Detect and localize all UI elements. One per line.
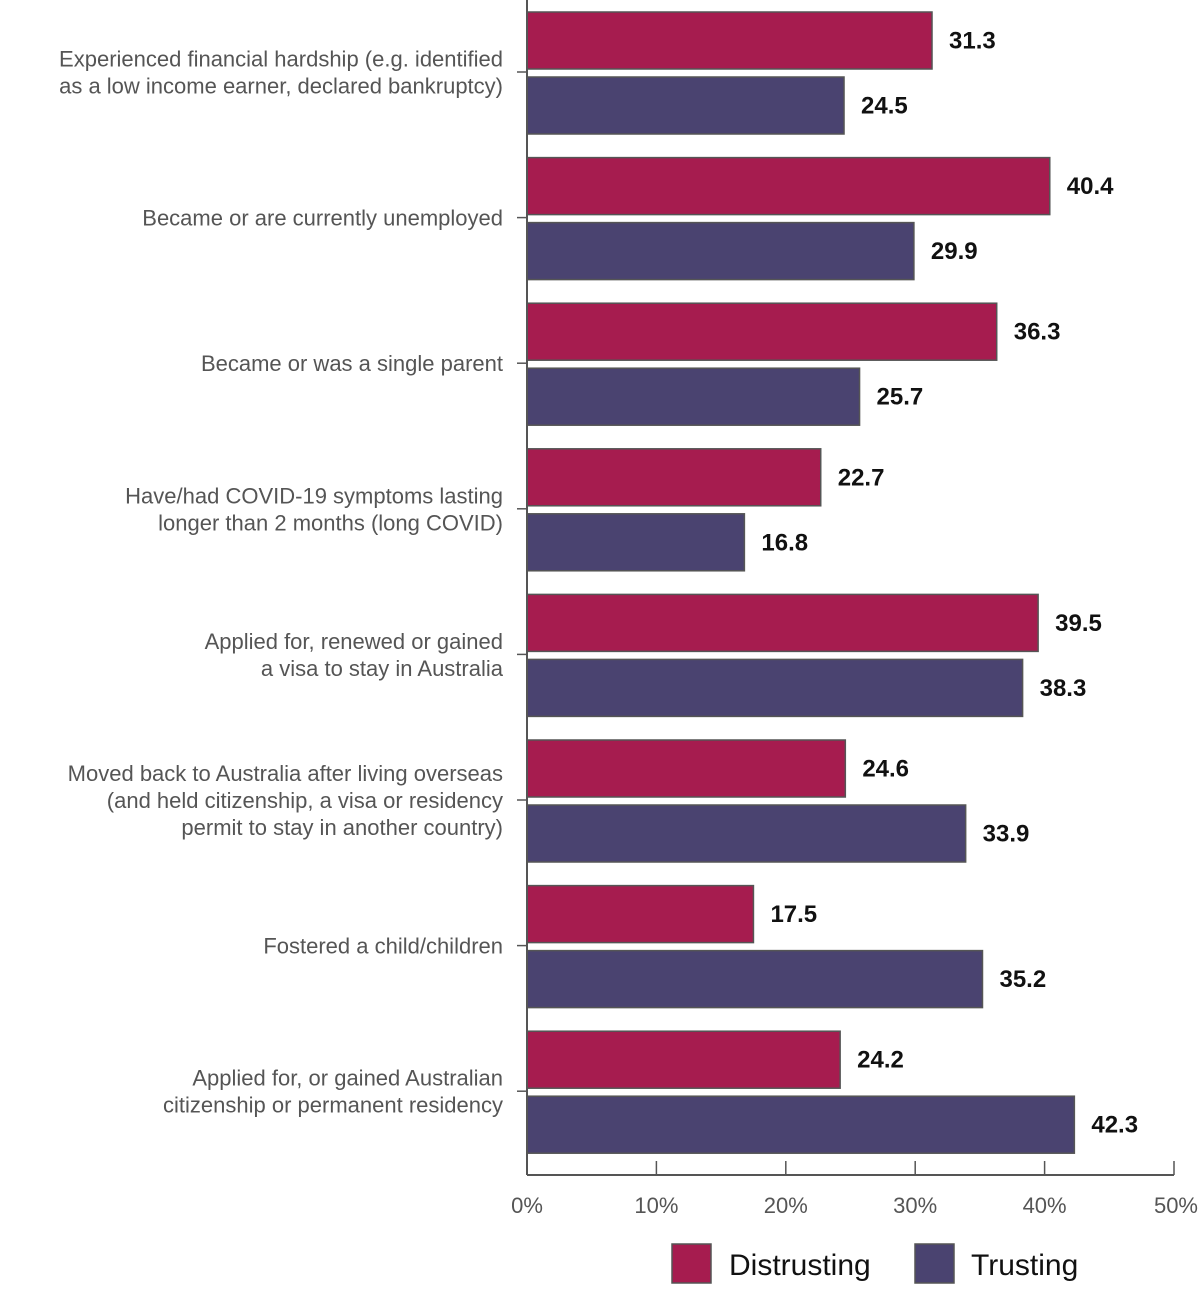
value-label-trusting-5: 38.3 <box>1040 675 1087 702</box>
bar-trusting-7 <box>526 949 984 1009</box>
legend: Distrusting Trusting <box>671 1243 1078 1284</box>
value-label-distrusting-8: 24.2 <box>857 1047 904 1074</box>
x-tick-label-10: 10% <box>634 1193 678 1218</box>
value-labels-layer: 31.3 24.5 40.4 29.9 36.3 25.7 22.7 16.8 39.5 38.3… <box>761 28 1138 1139</box>
bar-distrusting-2 <box>526 156 1051 216</box>
value-label-distrusting-7: 17.5 <box>770 901 817 928</box>
x-tick-label-0: 0% <box>511 1193 543 1218</box>
category-label-7: Fostered a child/children <box>263 934 503 959</box>
legend-swatch-distrusting <box>671 1243 712 1284</box>
value-label-trusting-1: 24.5 <box>861 93 908 120</box>
category-label-4: Have/had COVID-19 symptoms lasting longer… <box>125 483 503 535</box>
category-label-5: Applied for, renewed or gained a visa to … <box>205 629 504 681</box>
value-label-trusting-2: 29.9 <box>931 238 978 265</box>
bar-distrusting-3 <box>526 302 998 361</box>
bar-trusting-4 <box>526 513 746 572</box>
value-label-distrusting-1: 31.3 <box>949 28 996 55</box>
value-label-distrusting-5: 39.5 <box>1055 610 1102 637</box>
bar-distrusting-5 <box>526 593 1039 653</box>
bar-trusting-8 <box>526 1095 1076 1154</box>
category-label-8: Applied for, or gained Australian citizen… <box>163 1066 503 1118</box>
bars-layer <box>526 11 1076 1154</box>
axes-layer: 0% 10% 20% 30% 40% 50% <box>511 0 1198 1218</box>
legend-label-trusting: Trusting <box>971 1249 1078 1282</box>
bar-distrusting-1 <box>526 11 933 70</box>
x-tick-label-40: 40% <box>1023 1193 1067 1218</box>
category-label-6: Moved back to Australia after living ove… <box>68 761 503 840</box>
value-label-trusting-7: 35.2 <box>999 966 1046 993</box>
bar-distrusting-7 <box>526 884 755 944</box>
x-tick-label-20: 20% <box>764 1193 808 1218</box>
value-label-trusting-6: 33.9 <box>983 821 1030 848</box>
legend-label-distrusting: Distrusting <box>729 1249 871 1282</box>
value-label-trusting-3: 25.7 <box>877 384 924 411</box>
bar-trusting-2 <box>526 221 915 281</box>
x-tick-label-30: 30% <box>893 1193 937 1218</box>
category-label-2: Became or are currently unemployed <box>142 206 503 231</box>
value-label-trusting-4: 16.8 <box>761 529 808 556</box>
value-label-trusting-8: 42.3 <box>1091 1112 1138 1139</box>
bar-distrusting-4 <box>526 448 822 507</box>
bar-trusting-5 <box>526 658 1024 718</box>
x-tick-label-50: 50% <box>1154 1193 1198 1218</box>
bar-trusting-1 <box>526 76 845 135</box>
category-labels-layer: Experienced financial hardship (e.g. ide… <box>59 47 504 1118</box>
bar-distrusting-8 <box>526 1030 841 1089</box>
category-label-3: Became or was a single parent <box>201 351 503 376</box>
value-label-distrusting-2: 40.4 <box>1067 173 1114 200</box>
value-label-distrusting-4: 22.7 <box>838 464 885 491</box>
bar-distrusting-6 <box>526 739 847 798</box>
category-label-1: Experienced financial hardship (e.g. ide… <box>59 47 503 99</box>
legend-swatch-trusting <box>914 1243 955 1284</box>
bar-trusting-3 <box>526 367 861 426</box>
bar-trusting-6 <box>526 804 967 863</box>
value-label-distrusting-3: 36.3 <box>1014 319 1061 346</box>
value-label-distrusting-6: 24.6 <box>862 756 909 783</box>
